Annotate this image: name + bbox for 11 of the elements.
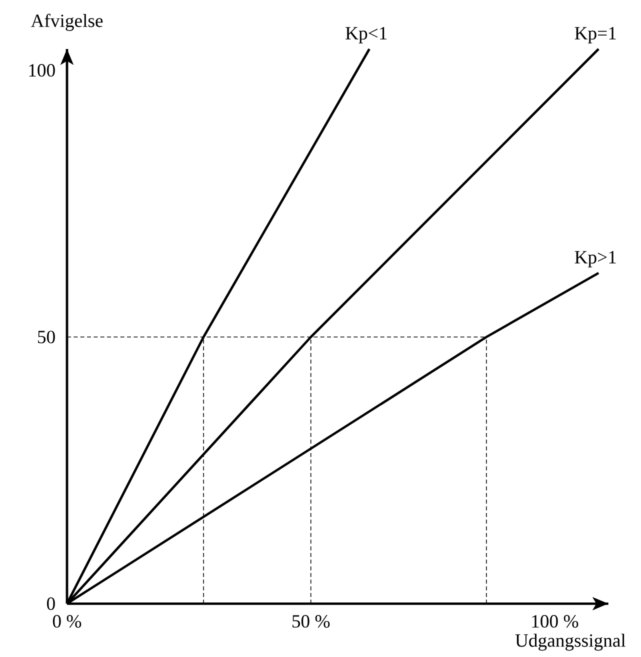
series-label: Kp=1 bbox=[574, 27, 616, 44]
x-tick-label: 50 % bbox=[292, 615, 330, 628]
series-label: Kp<1 bbox=[346, 27, 387, 44]
series-label: Kp>1 bbox=[574, 251, 616, 268]
y-tick-label: 100 bbox=[29, 64, 55, 77]
y-axis-title: Afvigelse bbox=[30, 14, 103, 31]
x-axis-title: Udgangssignal bbox=[515, 634, 626, 651]
x-tick-label: 0 % bbox=[52, 615, 82, 628]
x-tick-label: 100 % bbox=[532, 615, 578, 628]
y-tick-label: 50 bbox=[38, 330, 55, 344]
y-tick-label: 0 bbox=[47, 597, 55, 610]
